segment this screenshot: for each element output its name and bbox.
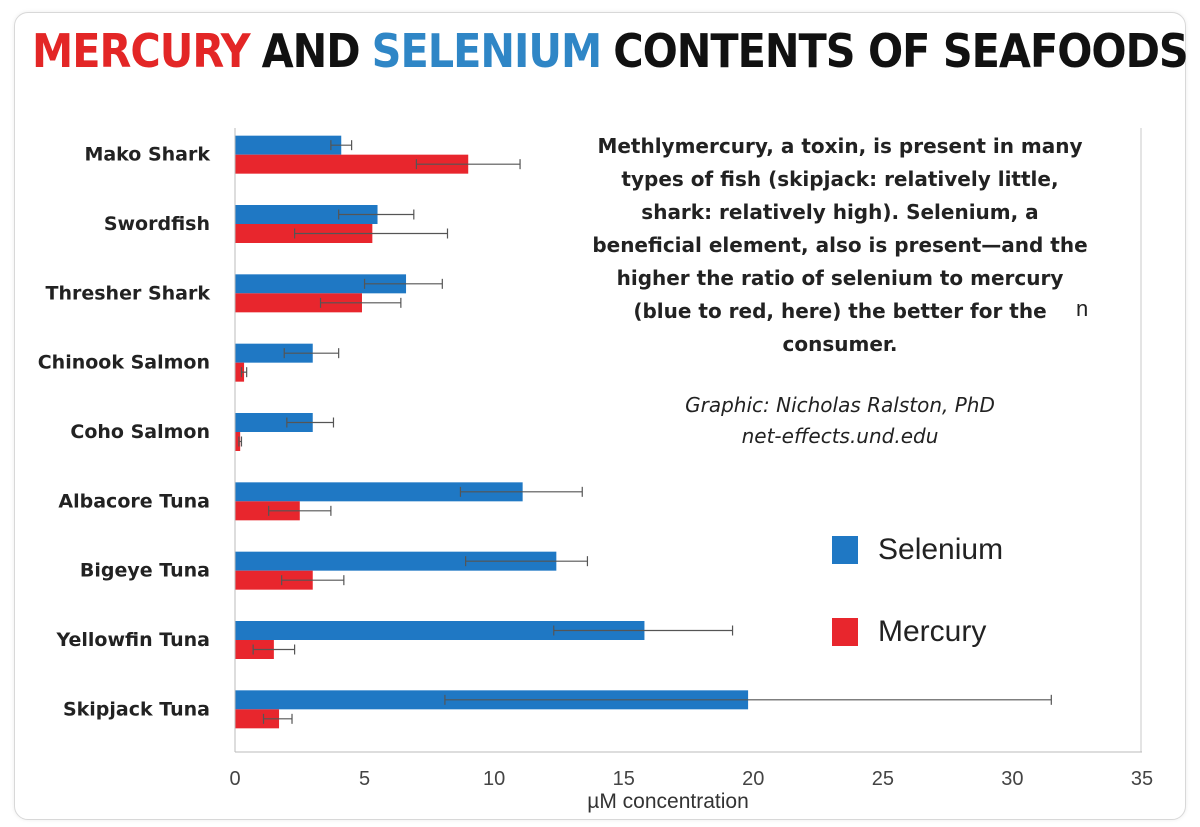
bar-mercury-skipjack-tuna (235, 709, 280, 729)
figure-frame (14, 12, 1186, 820)
bar-selenium-bigeye-tuna (235, 551, 557, 571)
title-and: AND (261, 24, 361, 78)
bar-mercury-thresher-shark (235, 293, 362, 313)
legend-item-mercury: Mercury (832, 612, 1003, 652)
category-label: Thresher Shark (46, 282, 211, 304)
chart-title: MERCURY AND SELENIUM CONTENTS OF SEAFOODS (32, 28, 1189, 74)
stray-glyph: n (1076, 296, 1089, 321)
bar-selenium-albacore-tuna (235, 482, 523, 502)
bar-selenium-swordfish (235, 205, 378, 224)
legend-label-mercury: Mercury (878, 615, 987, 648)
title-selenium: SELENIUM (371, 24, 603, 78)
x-tick-label: 35 (1131, 768, 1153, 790)
category-label: Albacore Tuna (58, 490, 210, 512)
legend-label-selenium: Selenium (878, 533, 1004, 566)
x-tick-label: 10 (483, 768, 505, 790)
bar-selenium-yellowfin-tuna (235, 621, 645, 640)
x-tick-label: 15 (613, 768, 635, 790)
bar-mercury-albacore-tuna (235, 501, 300, 521)
x-tick-label: 25 (872, 768, 894, 790)
credit-author: Graphic: Nicholas Ralston, PhD (685, 393, 995, 417)
legend-item-selenium: Selenium (832, 530, 1003, 570)
bar-mercury-bigeye-tuna (235, 570, 313, 590)
bar-mercury-chinook-salmon (235, 362, 245, 382)
category-label: Chinook Salmon (38, 352, 210, 374)
legend-swatch-mercury (832, 618, 858, 646)
legend: Selenium Mercury (832, 530, 1003, 694)
title-mercury: MERCURY (32, 24, 251, 78)
category-label: Skipjack Tuna (63, 698, 210, 720)
x-axis-label: µM concentration (587, 790, 749, 813)
x-tick-label: 0 (229, 768, 240, 790)
category-label: Mako Shark (84, 144, 210, 166)
x-tick-label: 5 (359, 768, 370, 790)
credit-url: net-effects.und.edu (741, 424, 939, 448)
bar-mercury-coho-salmon (235, 432, 241, 451)
x-tick-label: 20 (742, 768, 764, 790)
category-label: Bigeye Tuna (80, 560, 210, 582)
category-label: Yellowfin Tuna (55, 629, 210, 651)
annotation-note: Methlymercury, a toxin, is present in ma… (592, 134, 1088, 356)
bar-selenium-mako-shark (235, 135, 342, 155)
bar-selenium-coho-salmon (235, 413, 313, 432)
bar-selenium-thresher-shark (235, 274, 407, 294)
category-label: Coho Salmon (70, 421, 210, 443)
bar-mercury-mako-shark (235, 154, 469, 174)
x-tick-label: 30 (1001, 768, 1023, 790)
title-rest: CONTENTS OF SEAFOODS (613, 24, 1189, 78)
credit: Graphic: Nicholas Ralston, PhD net-effec… (590, 390, 1090, 452)
category-label: Swordfish (104, 213, 210, 235)
bar-selenium-chinook-salmon (235, 343, 313, 363)
legend-swatch-selenium (832, 536, 858, 564)
